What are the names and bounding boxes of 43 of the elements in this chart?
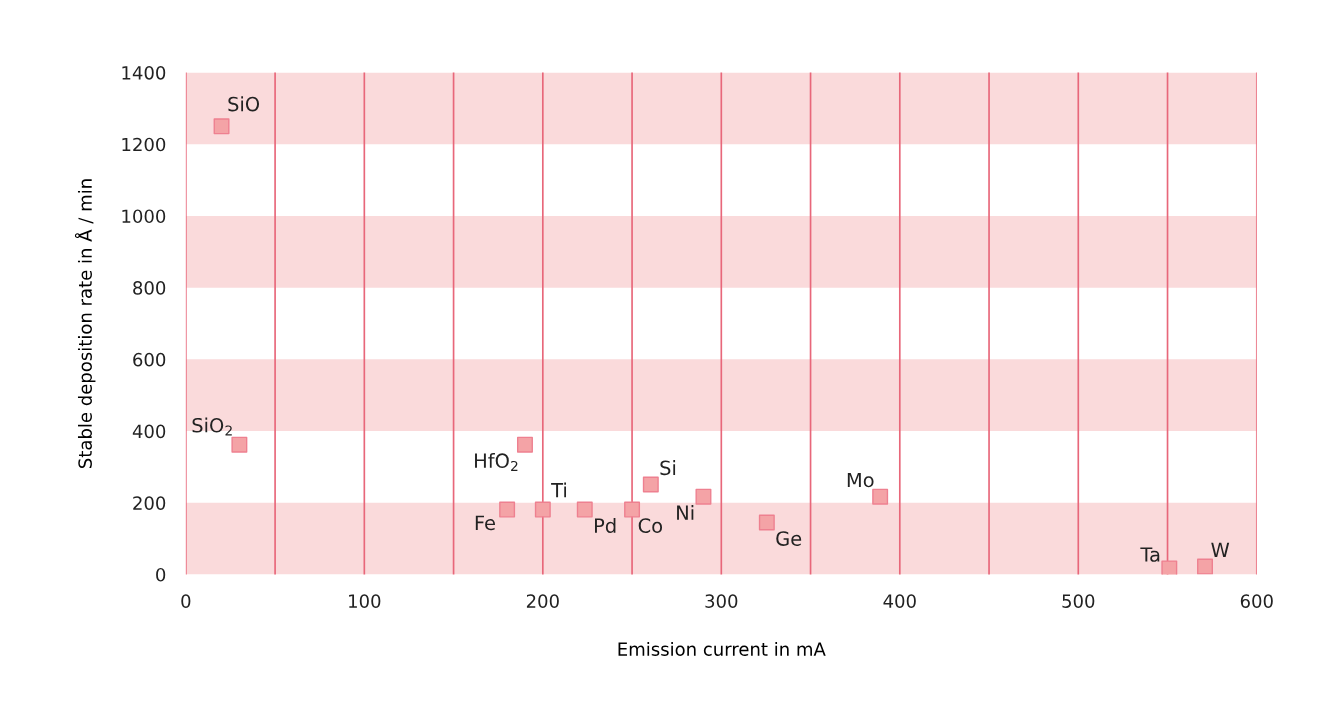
y-tick-label: 0: [156, 567, 166, 582]
annotation: W: [1211, 542, 1230, 557]
annotation: Ti: [551, 482, 566, 498]
y-tick-label: 800: [133, 281, 166, 295]
point: [758, 514, 775, 531]
y-tick-label: 200: [133, 496, 166, 510]
annotation: Co: [638, 518, 663, 533]
annotation: HfO$_{2}$: [475, 453, 518, 471]
annotation: Pd: [595, 517, 616, 533]
y-tick-label: 1000: [122, 209, 166, 224]
annotation: Ta: [1140, 547, 1160, 562]
point: [516, 436, 533, 453]
point: [695, 488, 712, 505]
y-tick-label: 1400: [122, 65, 166, 80]
point: [1197, 558, 1213, 575]
point: [499, 501, 516, 518]
annotation: Mo: [847, 472, 874, 488]
point: [872, 488, 889, 505]
x-axis-title: Emission current in mA: [618, 641, 826, 656]
annotation: Ge: [776, 531, 802, 546]
x-tick-label: 200: [526, 594, 559, 608]
x-tick-label: 400: [883, 594, 916, 608]
annotation: SiO$_{2}$: [192, 417, 232, 436]
y-axis-title: Stable deposition rate in Å / min: [74, 179, 96, 468]
x-tick-label: 300: [705, 594, 738, 608]
annotation: Si: [660, 460, 676, 476]
y-tick-label: 1200: [122, 137, 166, 152]
annotation: Ni: [677, 505, 694, 520]
annotation: Fe: [475, 515, 495, 531]
point: [534, 501, 551, 518]
point: [1161, 560, 1178, 575]
y-tick-label: 400: [132, 424, 166, 439]
x-tick-label: 600: [1240, 594, 1273, 608]
point: [624, 501, 641, 518]
point: [213, 118, 230, 135]
annotation: SiO: [228, 96, 260, 112]
y-tick-label: 600: [133, 352, 166, 367]
point: [642, 476, 659, 493]
x-tick-label: 0: [181, 594, 191, 608]
point: [576, 501, 593, 518]
point: [231, 436, 248, 453]
x-tick-label: 500: [1062, 594, 1095, 608]
x-tick-label: 100: [349, 594, 381, 608]
